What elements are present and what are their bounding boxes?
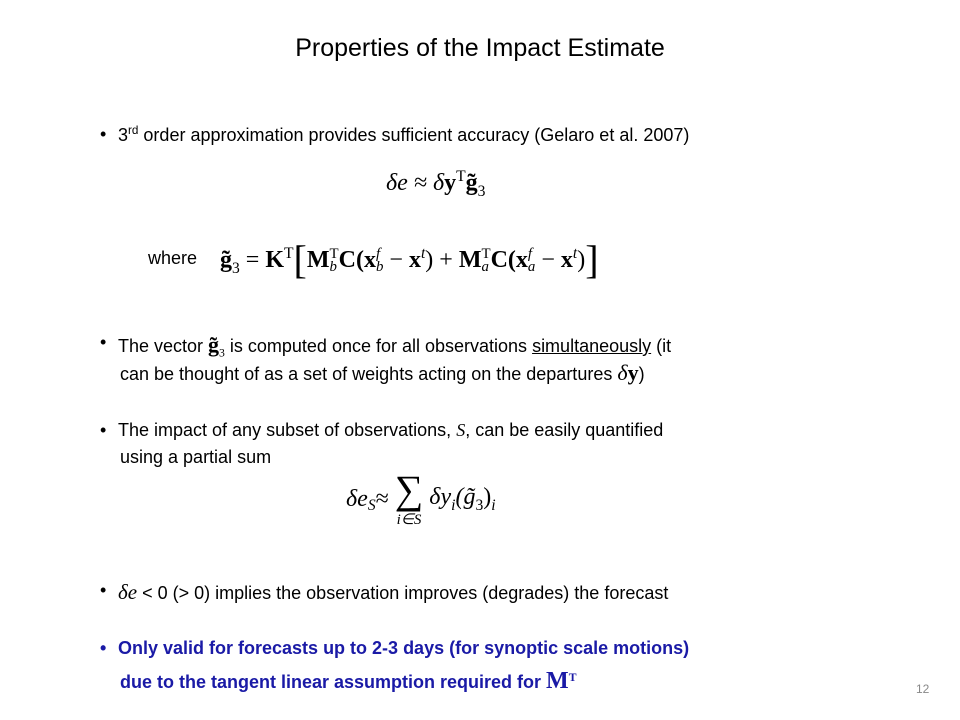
math: δ [617,360,628,385]
text: simultaneously [532,336,652,356]
equation: δe ≈ δyTg̃3 [386,168,485,201]
text: The vector [118,336,209,356]
math: ] [585,237,599,282]
text: (it [651,336,672,356]
text: , can be easily quantified [465,420,664,440]
math: = [239,247,266,273]
math: t [420,245,426,262]
bullet: The vector g̃3 is computed once for all … [100,332,672,360]
math: T [456,168,466,185]
math: − [535,247,561,273]
math: a [481,259,489,276]
math: ) [577,247,586,273]
text: < 0 (> 0) implies the observation improv… [137,583,669,603]
math: x [515,247,528,273]
text: 3 [118,125,129,145]
math: b [375,259,384,276]
math: T [481,246,491,263]
math: g̃ [208,332,220,357]
math: T [568,671,577,684]
text: due to the tangent linear assumption req… [120,672,547,692]
math: x [408,247,421,273]
math: M [306,247,330,273]
math: δy [429,484,452,511]
math: ∑ [394,467,424,512]
math: i∈S [396,512,422,528]
math: T [284,245,294,262]
text: is computed once for all observations [224,336,533,356]
math: − [383,247,409,273]
math: S [456,420,466,440]
bullet-line: can be thought of as a set of weights ac… [120,360,645,386]
bullet-line: using a partial sum [120,447,272,467]
math: y [444,170,457,196]
math: 3 [232,259,240,277]
bullet-line: due to the tangent linear assumption req… [120,668,577,695]
page-number: 12 [916,682,930,696]
bullet: δe < 0 (> 0) implies the observation imp… [100,580,669,605]
math: i [491,496,496,514]
bullet: 3rd order approximation provides suffici… [100,124,690,146]
math: 3 [219,346,225,360]
math: ) + [425,247,459,273]
equation: δe S ≈ ∑ i∈S δyi(g̃3)i [346,470,496,529]
label: where [148,248,198,268]
math: y [627,360,639,385]
math: S [367,497,376,514]
math: a [527,259,536,276]
bullet: Only valid for forecasts up to 2-3 days … [100,638,690,659]
title: Properties of the Impact Estimate [295,34,665,62]
math: T [329,246,339,263]
math: M [546,668,569,694]
math: C( [338,247,364,273]
bullet: The impact of any subset of observations… [100,420,664,441]
math: C( [490,247,516,273]
math: g̃ [220,247,232,273]
math: δe [346,486,368,512]
math: K [265,247,285,273]
math: b [329,259,337,276]
math: f [375,246,381,263]
math: f [527,246,533,263]
math: M [458,247,482,273]
math: (g̃ [455,484,476,511]
math: x [560,247,573,273]
math: g̃ [465,170,478,196]
math: ≈ [375,486,389,512]
text: can be thought of as a set of weights ac… [120,364,618,384]
math: [ [293,237,307,282]
math: 3 [475,496,484,514]
math: 3 [477,182,486,200]
text: The impact of any subset of observations… [118,420,457,440]
math: i [451,496,456,514]
text: ) [638,364,645,384]
math: δe [118,580,138,604]
text: Only valid for forecasts up to 2-3 days … [118,638,690,658]
text: rd [128,124,139,137]
math: δe ≈ δ [386,170,445,196]
text: order approximation provides sufficient … [138,125,690,145]
math: x [363,247,376,273]
math: t [572,245,578,262]
math: ) [483,484,492,511]
